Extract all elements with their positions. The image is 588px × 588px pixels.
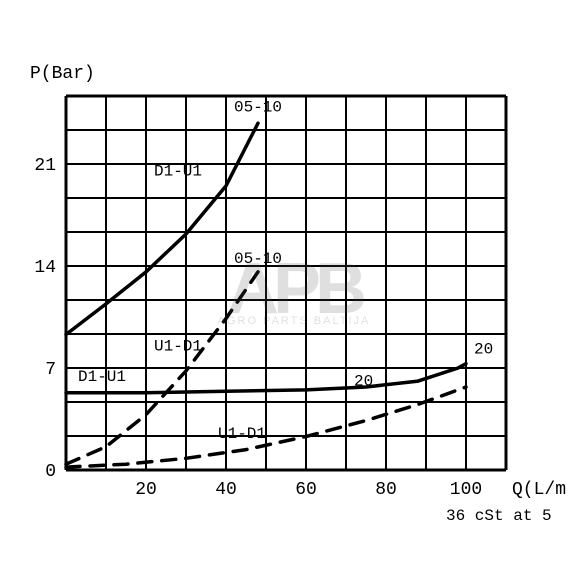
curve-end-label-d1u1-lower-solid: 20	[474, 340, 493, 358]
curve-end-label-u1d1-lower-dashed: 20	[354, 372, 373, 390]
x-tick-label: 60	[295, 480, 317, 500]
curve-label-u1d1-lower-dashed: U1-D1	[218, 425, 266, 443]
curve-end-label-d1u1-upper-solid: 05-10	[234, 99, 282, 117]
x-axis-label: Q(L/m	[512, 480, 566, 500]
y-tick-label: 21	[34, 156, 56, 176]
y-tick-label: 7	[45, 360, 56, 380]
pressure-flow-chart: P(Bar) 0 7 14 21 20 40 60 80 100 Q(L/m 36 cSt at 5 D…	[0, 0, 588, 588]
x-tick-label: 40	[215, 480, 237, 500]
x-tick-label: 20	[135, 480, 157, 500]
curve-end-label-u1d1-upper-dashed: 05-10	[234, 250, 282, 268]
chart-container: P(Bar) 0 7 14 21 20 40 60 80 100 Q(L/m 36 cSt at 5 D…	[0, 0, 588, 588]
y-tick-label: 0	[45, 462, 56, 482]
y-axis-label: P(Bar)	[30, 64, 95, 84]
y-tick-label: 14	[34, 258, 56, 278]
x-tick-label: 80	[375, 480, 397, 500]
curve-label-d1u1-lower-solid: D1-U1	[78, 368, 126, 386]
curve-label-d1u1-upper-solid: D1-U1	[154, 163, 202, 181]
x-tick-label: 100	[450, 480, 482, 500]
curve-label-u1d1-upper-dashed: U1-D1	[154, 338, 202, 356]
footer-note: 36 cSt at 5	[446, 507, 552, 525]
curve-d1u1-upper-solid	[66, 123, 258, 334]
